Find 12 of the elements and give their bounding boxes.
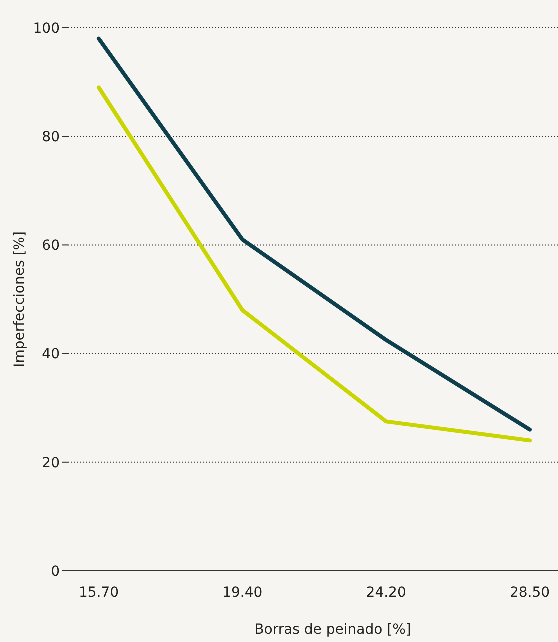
y-tick-label: 20 [42, 455, 60, 472]
x-tick-label: 28.50 [510, 585, 550, 601]
x-tick-label: 15.70 [78, 585, 120, 601]
x-tick-label: 19.40 [222, 585, 263, 601]
y-axis-title: Imperfecciones [%] [12, 232, 28, 368]
y-tick-label: 100 [33, 20, 60, 37]
y-tick-label: 80 [42, 130, 60, 146]
y-tick-label: 40 [42, 346, 60, 363]
x-axis-title: Borras de peinado [%] [254, 622, 412, 638]
y-tick-label: 60 [42, 238, 60, 254]
y-tick-label: 0 [51, 564, 60, 580]
x-tick-label: 24.20 [366, 585, 406, 601]
